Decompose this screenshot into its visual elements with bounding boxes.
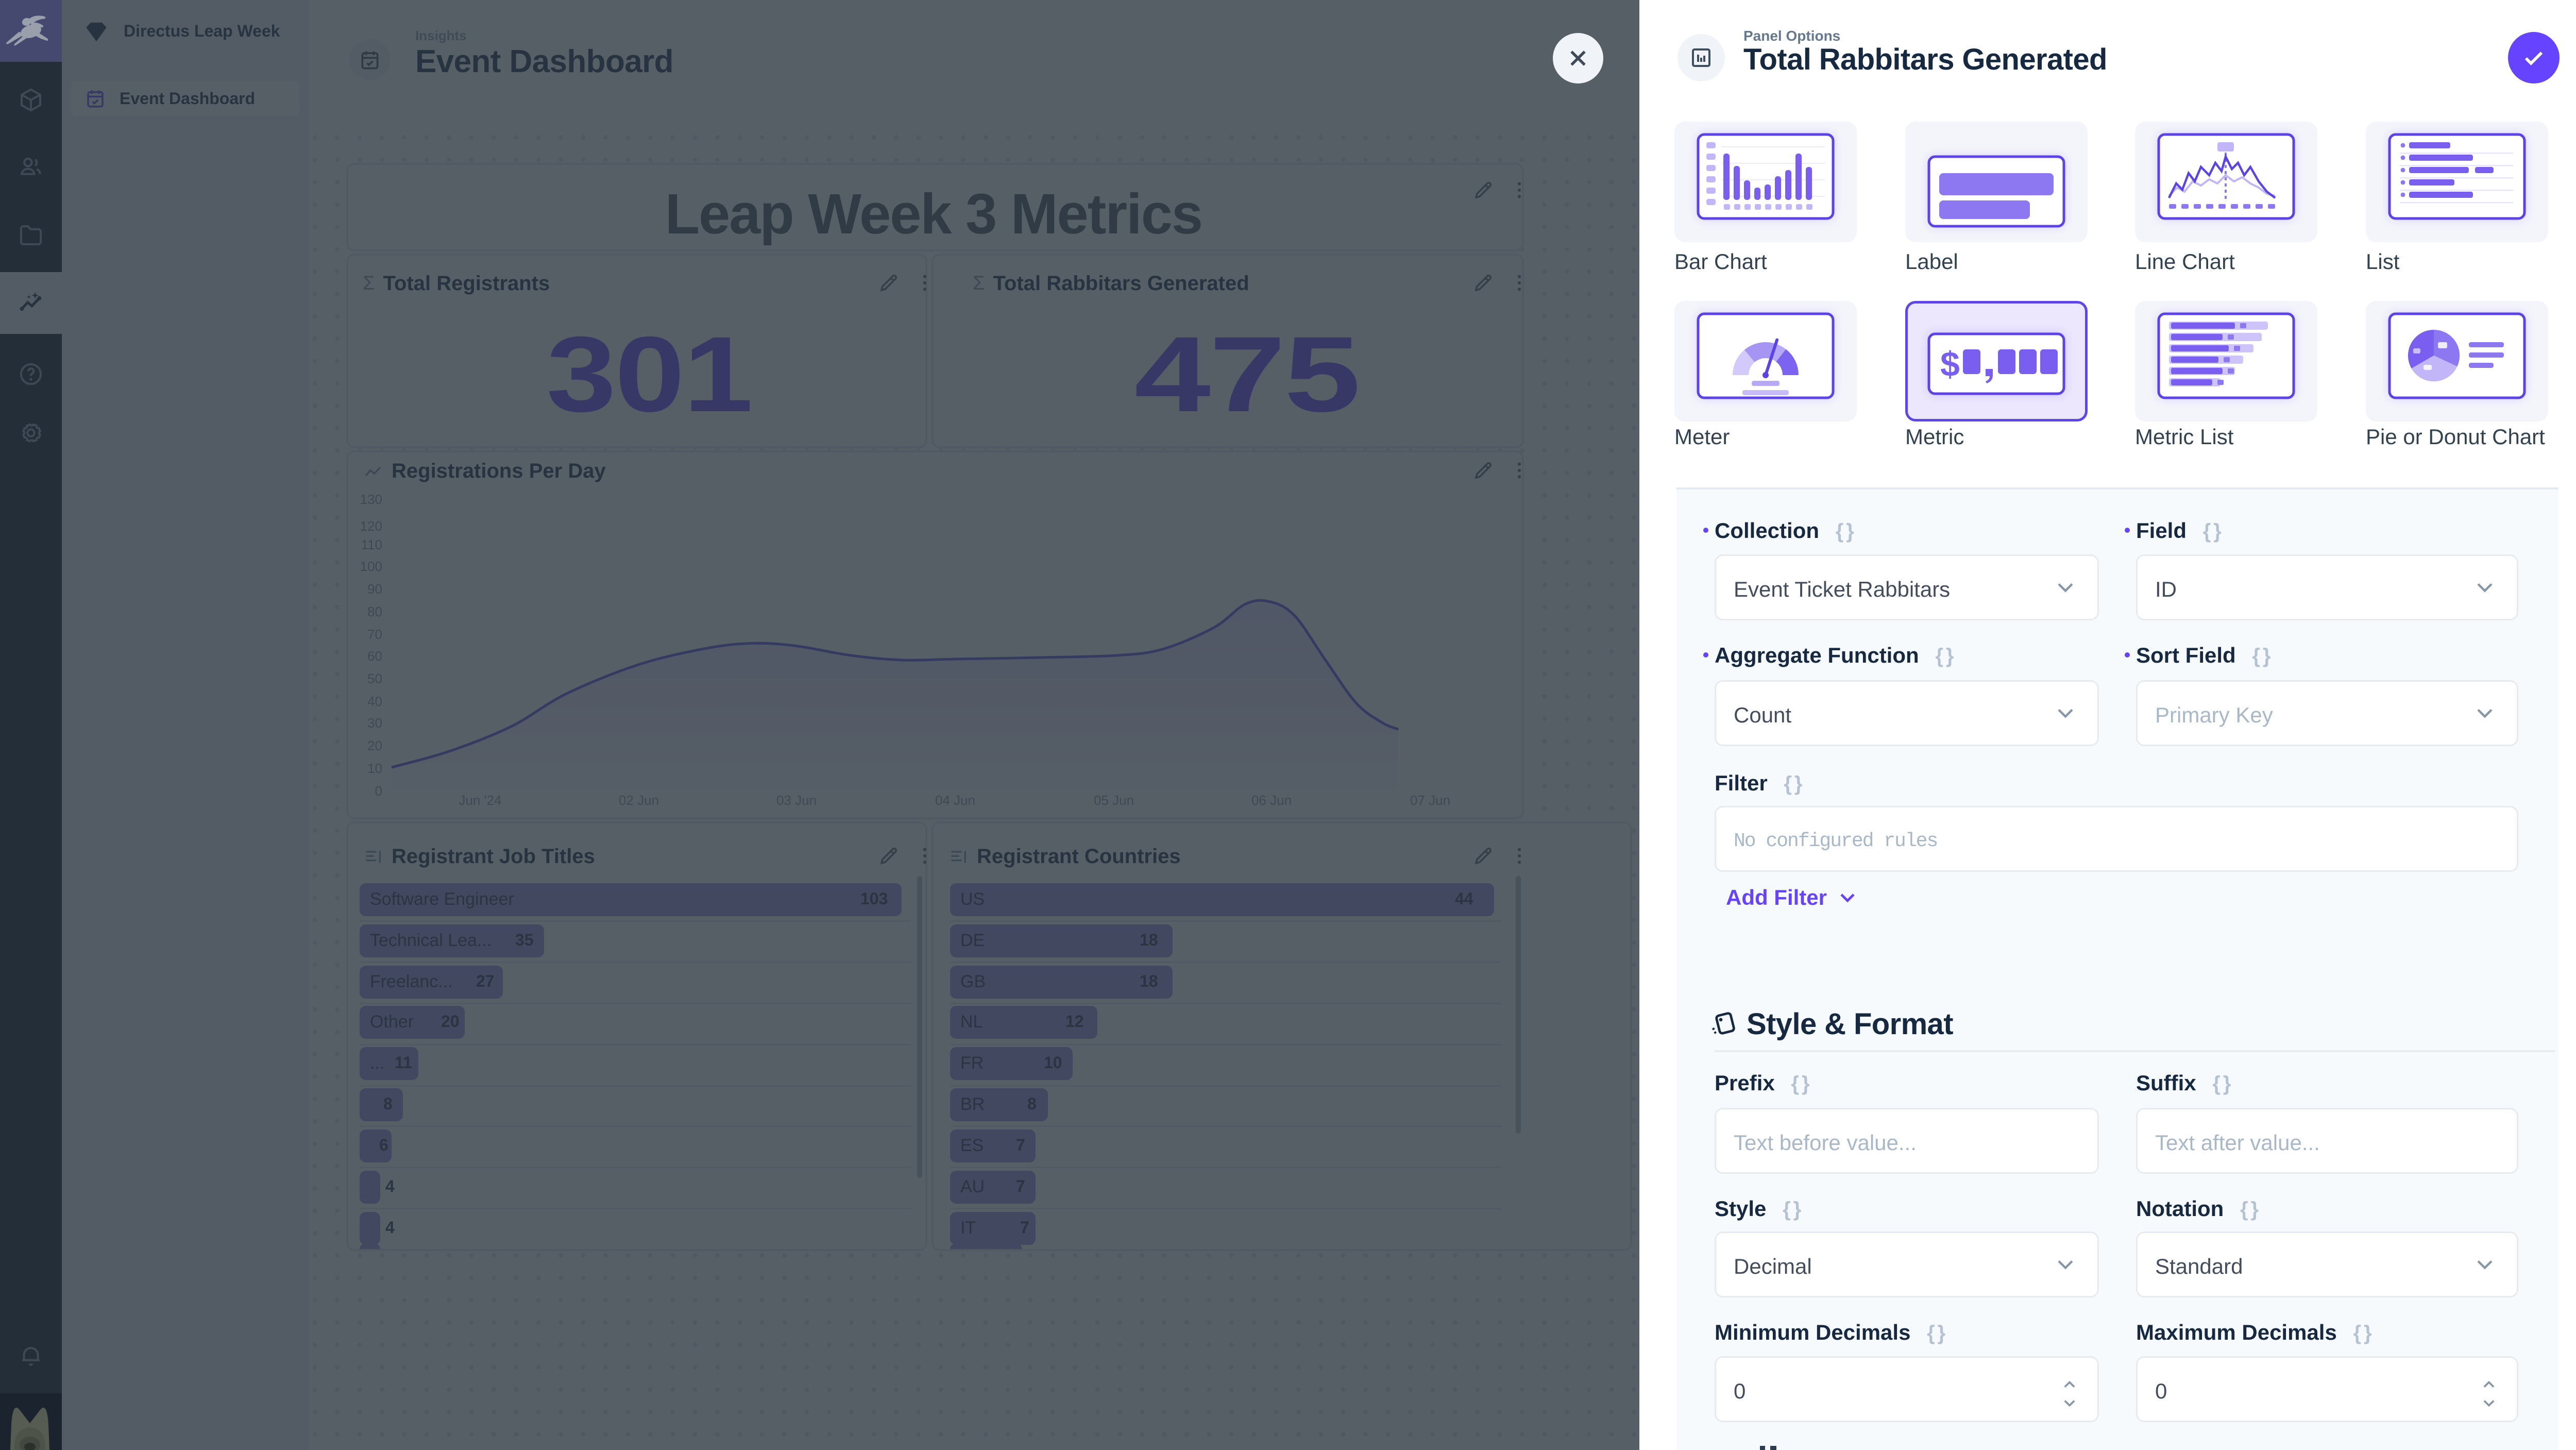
svg-text:$: $ (1940, 345, 1960, 384)
